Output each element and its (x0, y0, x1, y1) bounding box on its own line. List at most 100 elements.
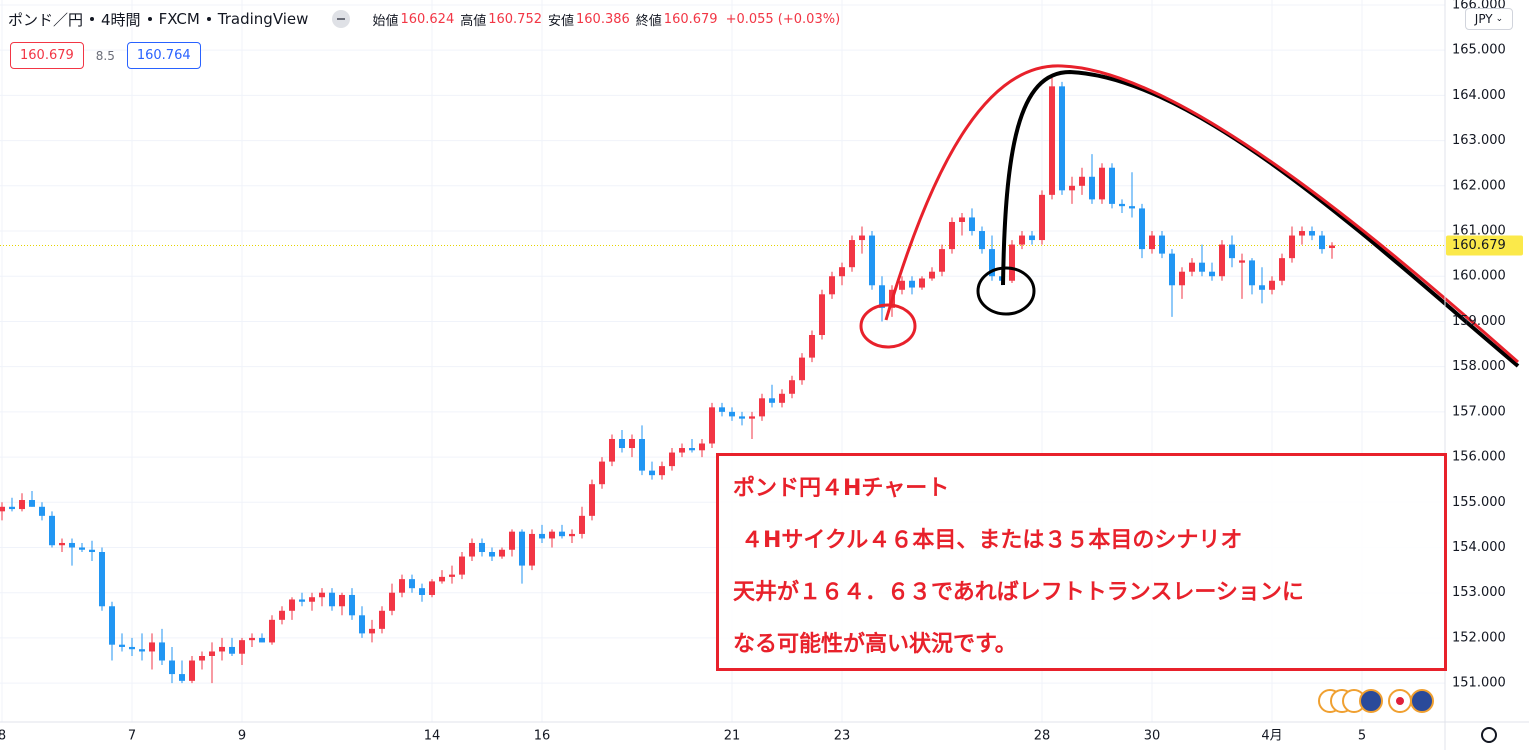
candle-body (1219, 244, 1225, 277)
candle-body (849, 240, 855, 268)
drawings (859, 64, 1520, 368)
candle-body (819, 294, 825, 336)
candle-body (1059, 86, 1065, 191)
candle-body (39, 506, 45, 516)
last-price-box (1446, 235, 1523, 256)
low-label: 安値 (548, 13, 575, 29)
flag-dot (1396, 697, 1404, 705)
candle-body (669, 452, 675, 467)
candle-body (1279, 258, 1285, 281)
interval: 4時間 (101, 10, 141, 29)
candle-body (699, 443, 705, 451)
low-value: 160.386 (576, 11, 630, 27)
candle-body (159, 642, 165, 661)
candle-body (829, 276, 835, 295)
candle-body (1179, 271, 1185, 286)
black-curve (1001, 69, 1520, 368)
annotation-line: 天井が１６４．６３であればレフトトランスレーションに (733, 580, 1304, 605)
candle-body (1259, 285, 1265, 290)
y-tick-label: 155.000 (1452, 495, 1506, 510)
candle-body (169, 660, 175, 675)
candle-body (209, 651, 215, 656)
candle-body (1289, 235, 1295, 259)
candle-body (69, 542, 75, 548)
gear[interactable] (1481, 727, 1497, 743)
symbol[interactable]: ポンド／円 (8, 10, 84, 29)
candles (0, 77, 1335, 684)
candle-body (139, 649, 145, 652)
candle-body (239, 640, 245, 654)
spread: 8.5 (95, 48, 115, 63)
candle-body (609, 438, 615, 462)
candle-body (749, 416, 755, 419)
candle-body (419, 588, 425, 595)
candle-body (1269, 280, 1275, 290)
y-tick-label: 151.000 (1452, 676, 1506, 691)
candle-body (949, 221, 955, 250)
event-icons (1318, 689, 1434, 713)
candle-body (899, 280, 905, 290)
candle-body (529, 533, 535, 566)
candle-body (179, 674, 185, 681)
x-tick-label: 30 (1144, 729, 1161, 744)
candle-body (579, 515, 585, 534)
candle-body (1149, 235, 1155, 250)
candle-body (1299, 231, 1305, 236)
candle-body (109, 606, 115, 645)
candle-body (1249, 260, 1255, 286)
annotation-line: ポンド円４Hチャート (733, 476, 950, 501)
candle-body (569, 533, 575, 537)
candle-body (399, 579, 405, 593)
candle-body (49, 515, 55, 546)
candle-body (929, 271, 935, 279)
candle-body (439, 576, 445, 582)
sell-button[interactable]: 160.679 (10, 42, 84, 69)
y-tick-label: 153.000 (1452, 585, 1506, 600)
candle-body (259, 637, 265, 643)
candle-body (1029, 235, 1035, 241)
exchange: FXCM (158, 10, 200, 28)
separator (147, 17, 152, 21)
candle-body (1229, 244, 1235, 259)
black-circle (976, 266, 1036, 316)
candle-body (429, 581, 435, 595)
candle-body (0, 506, 6, 512)
candle-body (759, 398, 765, 417)
candle-body (1169, 253, 1175, 286)
flag-icon[interactable] (1410, 689, 1434, 713)
candle-body (859, 235, 865, 241)
candle-body (469, 542, 475, 557)
candle-body (79, 547, 85, 550)
currency-button[interactable]: JPY ⌄ (1465, 8, 1513, 30)
x-tick-label: 4月 (1261, 729, 1282, 744)
candle-body (219, 646, 225, 652)
candle-body (99, 552, 105, 607)
high-value: 160.752 (488, 11, 542, 27)
candle-body (839, 267, 845, 277)
close-label: 終値 (635, 13, 662, 29)
x-tick-label: 5 (1358, 729, 1366, 744)
candle-body (1139, 208, 1145, 250)
y-tick-label: 162.000 (1452, 178, 1506, 193)
buy-button[interactable]: 160.764 (126, 42, 201, 69)
x-tick-label: 14 (424, 729, 441, 744)
collapse-button[interactable] (332, 10, 351, 28)
candle-body (879, 285, 885, 308)
candle-body (659, 466, 665, 476)
settings-icon[interactable] (1481, 727, 1497, 743)
open-value: 160.624 (400, 11, 455, 27)
candle-body (369, 628, 375, 634)
candle-body (509, 531, 515, 550)
y-tick-label: 158.000 (1452, 359, 1506, 374)
candle-body (289, 599, 295, 611)
candle-body (19, 500, 25, 510)
candle-body (599, 461, 605, 485)
candle-body (679, 448, 685, 453)
candle-body (1069, 185, 1075, 191)
candle-body (1239, 260, 1245, 263)
flag-icon[interactable] (1359, 689, 1383, 713)
candle-body (59, 542, 65, 546)
y-tick-label: 159.000 (1452, 314, 1506, 329)
